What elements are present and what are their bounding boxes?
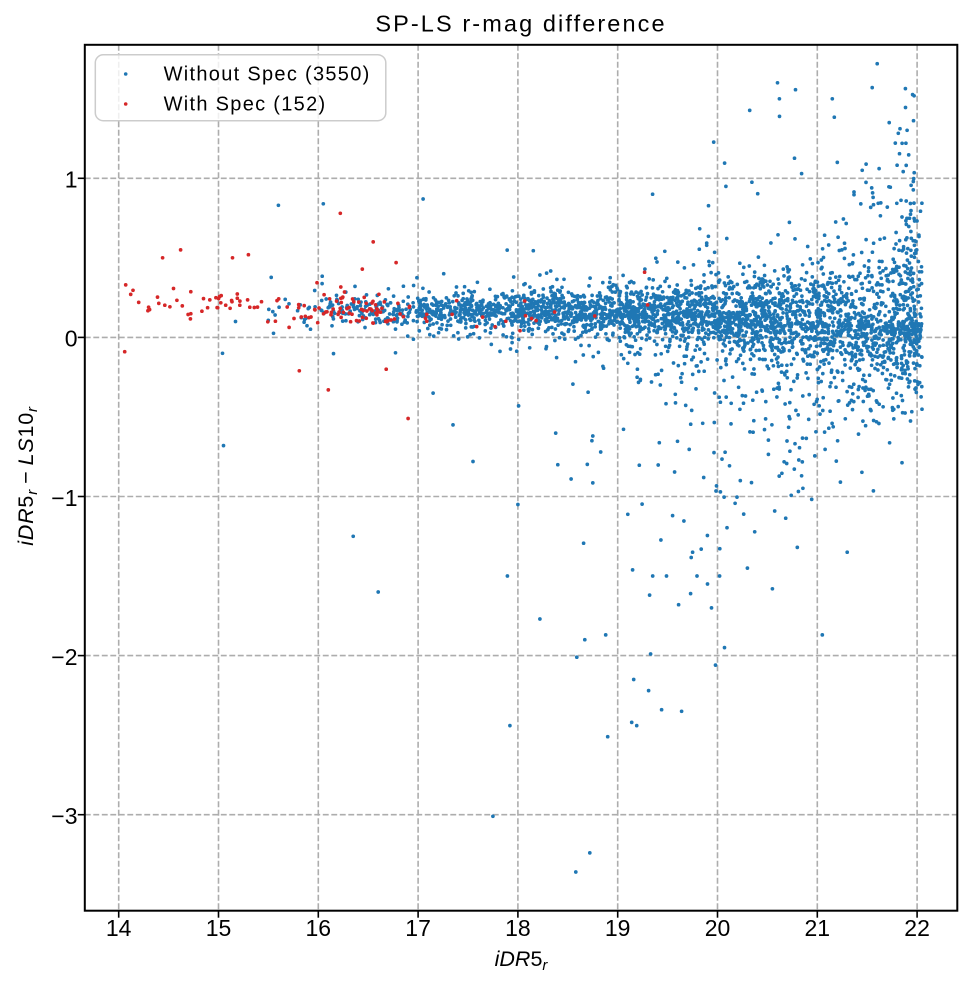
svg-text:−3: −3 (51, 803, 77, 829)
svg-text:21: 21 (805, 915, 831, 941)
svg-text:With Spec (152): With Spec (152) (164, 94, 327, 116)
svg-text:−1: −1 (51, 485, 77, 511)
svg-text:22: 22 (904, 915, 930, 941)
svg-text:20: 20 (705, 915, 731, 941)
svg-text:SP-LS r-mag difference: SP-LS r-mag difference (375, 11, 666, 37)
svg-text:16: 16 (306, 915, 332, 941)
svg-text:14: 14 (106, 915, 132, 941)
svg-text:−2: −2 (51, 644, 77, 670)
svg-text:iDR5r − LS10r: iDR5r − LS10r (14, 406, 41, 546)
svg-text:Without Spec (3550): Without Spec (3550) (164, 64, 371, 86)
svg-text:iDR5r: iDR5r (495, 947, 549, 974)
svg-text:1: 1 (65, 167, 78, 193)
svg-text:17: 17 (405, 915, 431, 941)
svg-text:0: 0 (65, 326, 78, 352)
svg-text:18: 18 (505, 915, 531, 941)
svg-text:15: 15 (206, 915, 232, 941)
svg-text:19: 19 (605, 915, 631, 941)
